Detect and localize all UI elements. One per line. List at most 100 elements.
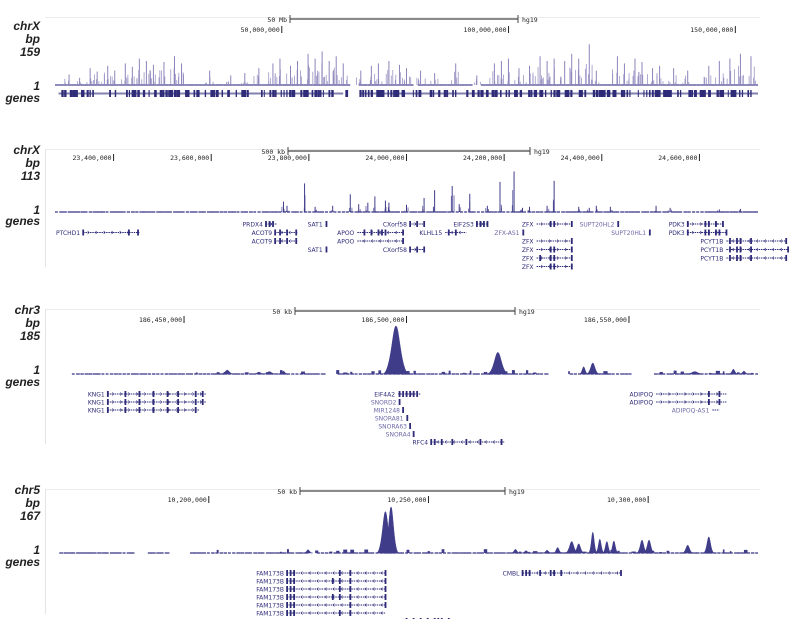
strand-arrow bbox=[564, 247, 567, 252]
gene-exon bbox=[384, 229, 387, 236]
gene-exon bbox=[521, 570, 524, 576]
signal-peak bbox=[579, 366, 589, 375]
gene-exon bbox=[331, 594, 334, 600]
strand-arrow bbox=[372, 579, 375, 583]
genes-label: genes bbox=[5, 91, 40, 105]
gene-model: SNORD2 bbox=[371, 399, 401, 406]
gene-exon bbox=[560, 570, 563, 576]
gene-exon bbox=[349, 610, 352, 616]
strand-arrow bbox=[364, 595, 367, 599]
gene-exon bbox=[553, 221, 556, 227]
assembly-label: hg19 bbox=[519, 308, 535, 316]
strand-arrow bbox=[378, 239, 382, 243]
chrom-label: chrX bbox=[13, 143, 40, 157]
strand-arrow bbox=[112, 392, 115, 396]
gene-exon bbox=[289, 586, 292, 592]
strand-arrow bbox=[364, 611, 367, 615]
gene-label: CMBL bbox=[503, 570, 520, 577]
signal-peak bbox=[262, 371, 277, 375]
signal-track bbox=[281, 171, 741, 212]
gene-label: ADIPOQ bbox=[630, 391, 654, 398]
ymax-label: 185 bbox=[19, 329, 40, 343]
gene-exon bbox=[384, 570, 387, 576]
gene-track bbox=[58, 90, 758, 97]
gene-exon bbox=[617, 221, 620, 227]
gene-model: RFC4 bbox=[412, 439, 505, 445]
strand-arrow bbox=[692, 392, 695, 396]
strand-arrow bbox=[168, 392, 171, 396]
gene-label: SNORA63 bbox=[378, 423, 407, 430]
gene-exon bbox=[295, 229, 298, 236]
gene-model: ADIPOQ bbox=[630, 399, 727, 406]
gene-density-bar bbox=[360, 92, 758, 95]
signal-noise bbox=[301, 371, 305, 374]
gene-exon bbox=[289, 570, 292, 576]
scale-bar: 500 kb hg19 bbox=[262, 147, 550, 156]
gene-exon bbox=[138, 399, 141, 405]
strand-arrow bbox=[340, 579, 343, 583]
signal-noise bbox=[286, 549, 289, 553]
signal-noise bbox=[575, 550, 578, 553]
signal-noise bbox=[518, 551, 522, 553]
strand-arrow bbox=[280, 230, 283, 235]
gene-exon bbox=[739, 246, 742, 253]
strand-arrow bbox=[540, 222, 543, 226]
signal-noise bbox=[680, 371, 684, 374]
gene-exon bbox=[377, 229, 380, 236]
strand-arrow bbox=[380, 611, 383, 615]
gene-label: FAM173B bbox=[256, 578, 284, 585]
gene-exon bbox=[82, 229, 85, 236]
strand-arrow bbox=[136, 400, 139, 404]
gene-exon bbox=[405, 391, 408, 397]
signal-noise bbox=[279, 370, 283, 374]
signal-peak bbox=[382, 325, 410, 375]
gene-exon bbox=[750, 255, 752, 261]
gene-label: ACOT9 bbox=[252, 230, 273, 237]
strand-arrow bbox=[380, 571, 383, 575]
signal-peak bbox=[685, 371, 704, 375]
strand-arrow bbox=[691, 230, 695, 235]
gene-exon bbox=[398, 391, 401, 397]
gene-exon bbox=[500, 439, 503, 445]
gene-label: APOO bbox=[337, 238, 354, 245]
strand-arrow bbox=[340, 587, 343, 591]
signal-noise bbox=[406, 371, 410, 374]
gene-exon bbox=[274, 229, 277, 236]
chrom-label: chr3 bbox=[14, 303, 40, 317]
signal-noise bbox=[315, 550, 319, 553]
gene-model: KLHL15 bbox=[419, 229, 467, 237]
gene-label: ZFX bbox=[522, 221, 534, 228]
strand-arrow bbox=[356, 611, 359, 615]
gene-label: PTCHD1 bbox=[56, 230, 80, 237]
gene-exon bbox=[124, 399, 127, 405]
gene-track: KNG1KNG1KNG1EIF4A2SNORD2MIR1248SNORA81SN… bbox=[88, 391, 727, 445]
strand-arrow bbox=[316, 587, 319, 591]
strand-arrow bbox=[128, 392, 131, 396]
signal-noise bbox=[638, 551, 641, 553]
gene-exon bbox=[785, 238, 788, 244]
strand-arrow bbox=[771, 239, 775, 243]
strand-arrow bbox=[676, 392, 679, 396]
gene-exon bbox=[106, 391, 109, 397]
strand-arrow bbox=[540, 264, 543, 269]
gene-exon bbox=[787, 246, 789, 253]
scale-bar-label: 500 kb bbox=[262, 148, 286, 156]
signal-noise bbox=[715, 370, 720, 374]
strand-arrow bbox=[324, 571, 327, 575]
gene-label: EIF4A2 bbox=[374, 391, 395, 398]
tick-label: 186,500,000 bbox=[361, 316, 404, 324]
gene-label: FAM173B bbox=[256, 570, 284, 577]
strand-arrow bbox=[120, 392, 123, 396]
gene-label: APOO bbox=[337, 230, 354, 237]
gene-model: PDK3 bbox=[669, 229, 728, 237]
signal-peak bbox=[510, 549, 520, 554]
gene-model: ADIPOQ bbox=[630, 391, 727, 398]
strand-arrow bbox=[763, 247, 767, 252]
gene-label: PCYT1B bbox=[700, 255, 723, 262]
gene-label: ACOT9 bbox=[252, 238, 273, 245]
gene-exon bbox=[402, 407, 404, 413]
scale-bar-label: 50 Mb bbox=[267, 16, 287, 24]
gene-model: SAT1 bbox=[308, 221, 328, 228]
gene-exon bbox=[447, 229, 450, 236]
gene-label: PCYT1B bbox=[700, 247, 723, 254]
